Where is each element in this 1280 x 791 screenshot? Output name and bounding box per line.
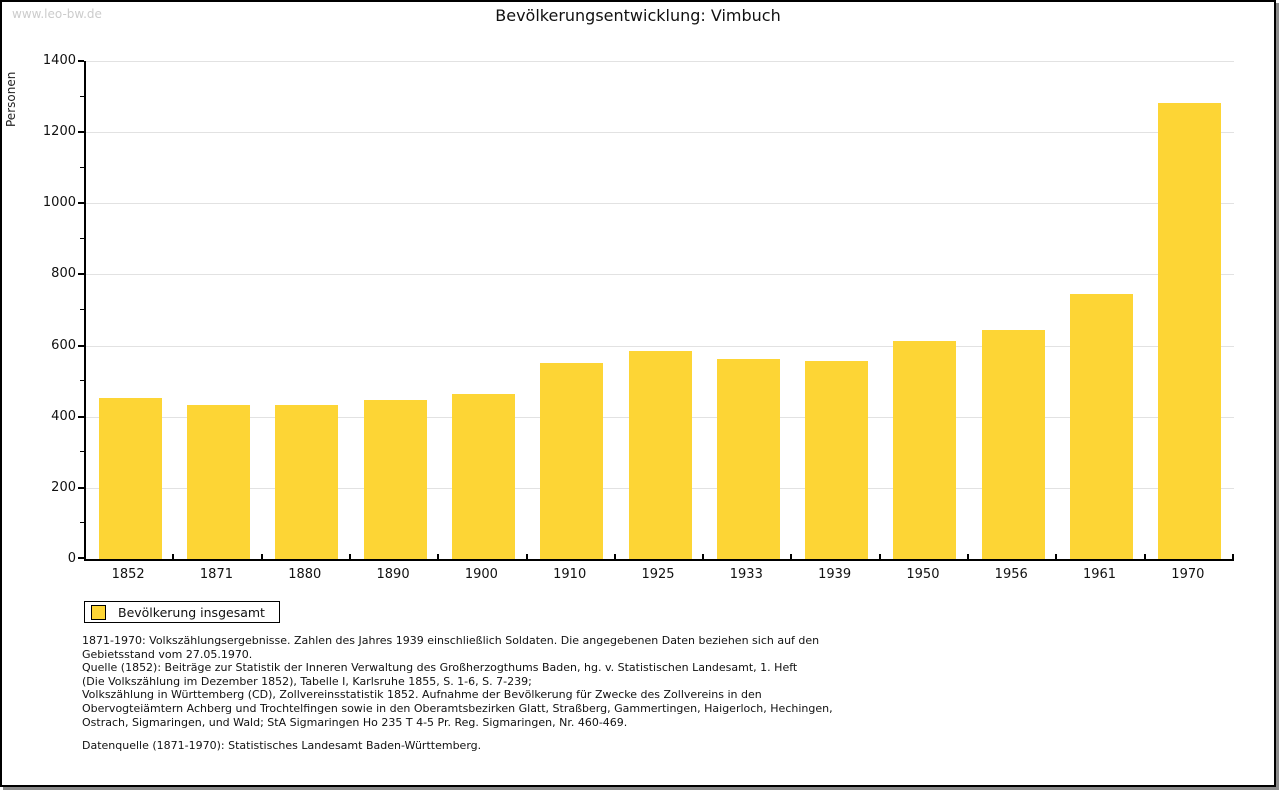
y-tick (78, 557, 84, 559)
y-minor-tick (80, 95, 84, 97)
bar (1070, 294, 1134, 559)
x-tick-label: 1890 (376, 567, 410, 582)
watermark: www.leo-bw.de (12, 7, 102, 21)
bar (540, 363, 604, 559)
legend-swatch-icon (91, 604, 106, 620)
x-tick-label: 1852 (111, 567, 145, 582)
chart-title: Bevölkerungsentwicklung: Vimbuch (495, 6, 781, 25)
x-tick-label: 1939 (818, 567, 852, 582)
x-tick-label: 1910 (553, 567, 587, 582)
gridline (86, 61, 1234, 62)
x-tick (525, 554, 528, 559)
y-tick-label: 1000 (42, 195, 76, 211)
x-tick (437, 554, 440, 559)
gridline (86, 132, 1234, 134)
y-axis-title: Personen (4, 71, 18, 127)
bar (1158, 103, 1222, 559)
y-minor-tick (80, 522, 84, 524)
y-tick (78, 60, 84, 62)
y-tick-label: 200 (51, 479, 76, 495)
y-tick-label: 1400 (42, 53, 76, 68)
y-tick (78, 202, 84, 205)
x-tick (878, 554, 881, 559)
x-tick-label: 1956 (994, 567, 1028, 582)
x-axis-labels: 1852 1871 1880 1890 1900 1910 1925 1933 1939 1950… (84, 567, 1232, 585)
y-tick-label: 1200 (42, 124, 76, 140)
bar (186, 404, 250, 559)
y-tick-label: 0 (67, 551, 76, 566)
x-tick (790, 554, 793, 559)
bar (98, 397, 162, 559)
x-tick (613, 554, 616, 559)
y-minor-tick (80, 309, 84, 310)
y-tick (78, 344, 84, 347)
y-tick (78, 415, 84, 418)
bar (716, 359, 780, 559)
y-minor-tick (80, 451, 84, 453)
x-tick (172, 554, 175, 559)
bar (805, 361, 869, 559)
y-tick-label: 400 (51, 408, 76, 424)
legend-label: Bevölkerung insgesamt (118, 604, 265, 620)
bar (893, 340, 957, 559)
bar (363, 400, 427, 559)
x-tick-label: 1900 (464, 567, 498, 582)
bar (275, 404, 339, 559)
x-tick-label: 1880 (288, 567, 322, 582)
y-tick (78, 273, 84, 276)
x-tick-label: 1961 (1082, 567, 1117, 582)
y-axis-labels: 0 200 400 600 800 1000 1200 1400 (30, 53, 76, 566)
x-tick (1055, 554, 1058, 559)
x-tick (348, 554, 351, 559)
bar (628, 350, 692, 559)
x-tick (1143, 554, 1146, 559)
y-tick-label: 800 (51, 266, 76, 282)
x-tick-label: 1950 (906, 567, 940, 582)
y-tick (78, 486, 84, 489)
gridline (86, 203, 1234, 205)
y-minor-tick (80, 380, 84, 382)
bar (981, 329, 1045, 559)
x-tick-label: 1925 (641, 567, 675, 582)
bar (451, 394, 515, 559)
y-minor-tick (80, 166, 84, 168)
y-minor-tick (80, 237, 84, 239)
plot-area (78, 60, 1234, 561)
y-tick (78, 131, 84, 134)
x-tick-label: 1871 (199, 567, 233, 582)
source-note: 1871-1970: Volkszählungsergebnisse. Zahl… (82, 634, 833, 729)
x-tick (702, 554, 705, 559)
x-tick-label: 1933 (729, 567, 763, 582)
x-tick-label: 1970 (1171, 567, 1205, 582)
data-source-note: Datenquelle (1871-1970): Statistisches L… (82, 739, 482, 752)
y-tick-label: 600 (51, 337, 76, 353)
gridline (86, 274, 1234, 276)
x-tick (967, 554, 970, 559)
x-tick (260, 554, 263, 559)
gridline (86, 345, 1234, 347)
legend: Bevölkerung insgesamt (84, 601, 280, 623)
x-tick (1232, 554, 1234, 559)
